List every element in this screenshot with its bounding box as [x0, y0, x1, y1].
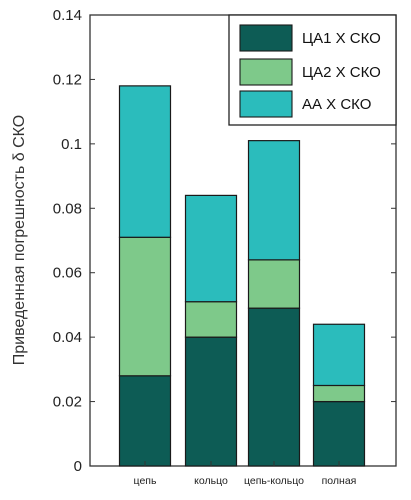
- legend: ЦА1 Х СКО ЦА2 Х СКО АА Х СКО: [228, 14, 397, 126]
- y-axis-label: Приведенная погрешность δ СКО: [11, 115, 28, 365]
- bars: [118, 85, 366, 467]
- y-tick-label: 0.1: [61, 136, 82, 153]
- x-tick-label: кольцо: [194, 475, 228, 487]
- y-tick-label: 0.06: [53, 265, 82, 282]
- y-axis-ticks: 0 0.02 0.04 0.06 0.08 0.1 0.12 0.14: [53, 7, 396, 475]
- y-tick-label: 0.14: [53, 7, 82, 24]
- legend-swatch: [239, 24, 293, 52]
- bar-segment-кольцо-3: [184, 194, 238, 303]
- y-tick-label: 0.08: [53, 200, 82, 217]
- legend-swatch: [239, 90, 293, 118]
- bar-segment-цепь-3: [118, 85, 172, 238]
- y-tick-label: 0: [74, 458, 82, 475]
- x-tick-label: полная: [322, 475, 357, 487]
- bar-segment-цепь-кольцо-1: [247, 307, 301, 467]
- legend-swatch: [239, 58, 293, 86]
- bar-segment-кольцо-2: [184, 301, 238, 338]
- legend-label: АА Х СКО: [302, 96, 371, 113]
- bar-segment-цепь-2: [118, 236, 172, 377]
- bar-segment-цепь-кольцо-3: [247, 140, 301, 261]
- y-tick-label: 0.12: [53, 71, 82, 88]
- legend-label: ЦА2 Х СКО: [302, 64, 381, 81]
- bar-segment-цепь-кольцо-2: [247, 259, 301, 309]
- x-tick-label: цепь-кольцо: [244, 475, 304, 487]
- bar-segment-цепь-1: [118, 375, 172, 467]
- y-tick-label: 0.02: [53, 394, 82, 411]
- bar-segment-полная-2: [312, 384, 366, 403]
- y-tick-label: 0.04: [53, 329, 82, 346]
- x-tick-label: цепь: [134, 475, 157, 487]
- bar-segment-полная-3: [312, 323, 366, 387]
- bar-segment-полная-1: [312, 400, 366, 467]
- x-axis-ticks: цепь кольцо цепь-кольцо полная: [134, 461, 357, 487]
- legend-label: ЦА1 Х СКО: [302, 30, 381, 47]
- bar-segment-кольцо-1: [184, 336, 238, 467]
